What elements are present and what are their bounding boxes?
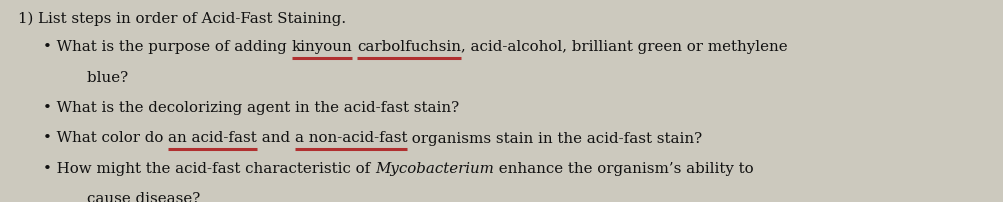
Text: Mycobacterium: Mycobacterium — [375, 161, 493, 175]
Text: enhance the organism’s ability to: enhance the organism’s ability to — [493, 161, 752, 175]
Text: , acid-alcohol, brilliant green or methylene: , acid-alcohol, brilliant green or methy… — [460, 40, 786, 54]
Text: and: and — [257, 131, 295, 145]
Text: 1) List steps in order of Acid-Fast Staining.: 1) List steps in order of Acid-Fast Stai… — [18, 12, 346, 26]
Text: • What is the decolorizing agent in the acid-fast stain?: • What is the decolorizing agent in the … — [43, 101, 458, 115]
Text: • What is the purpose of adding: • What is the purpose of adding — [43, 40, 291, 54]
Text: blue?: blue? — [68, 70, 128, 84]
Text: organisms stain in the acid-fast stain?: organisms stain in the acid-fast stain? — [407, 131, 702, 145]
Text: an acid-fast: an acid-fast — [168, 131, 257, 145]
Text: kinyoun: kinyoun — [291, 40, 352, 54]
Text: • What color do: • What color do — [43, 131, 168, 145]
Text: • How might the acid-fast characteristic of: • How might the acid-fast characteristic… — [43, 161, 375, 175]
Text: a non-acid-fast: a non-acid-fast — [295, 131, 407, 145]
Text: carbolfuchsin: carbolfuchsin — [357, 40, 460, 54]
Text: cause disease?: cause disease? — [68, 191, 200, 202]
